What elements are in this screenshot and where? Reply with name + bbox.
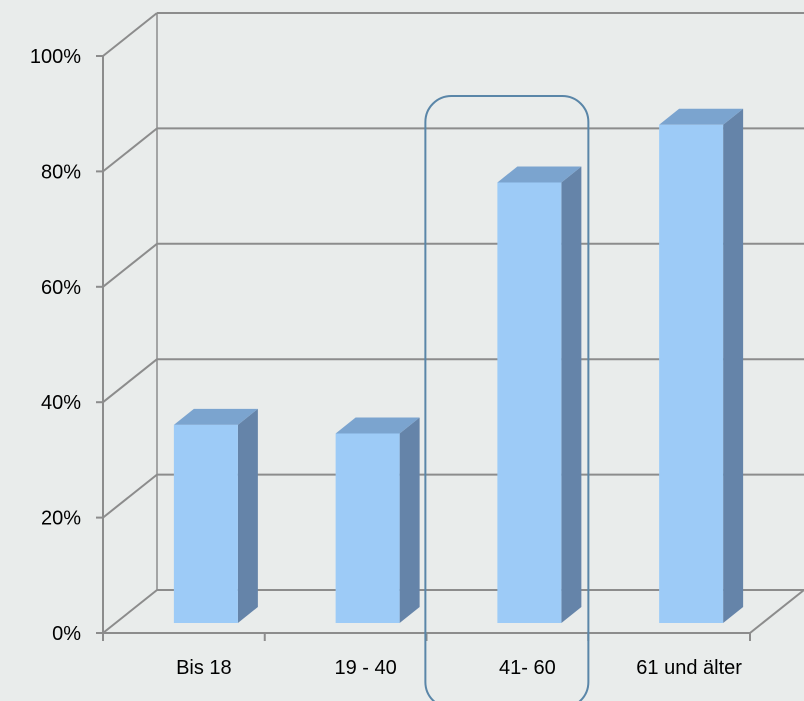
gridline-diagonal: [102, 12, 158, 57]
bar-front: [659, 124, 724, 623]
bar: [173, 408, 258, 623]
bar: [497, 166, 582, 624]
y-tick-label: 60%: [41, 277, 81, 299]
bar-side: [723, 108, 744, 623]
highlight-layer: [424, 95, 590, 701]
x-category-label: 41- 60: [499, 657, 556, 679]
x-category-label: 19 - 40: [334, 657, 396, 679]
gridline-diagonal: [102, 589, 158, 634]
y-tick-label: 0%: [52, 623, 81, 645]
y-axis-tick-labels: 0% 20% 40% 60% 80% 100%: [30, 46, 81, 645]
highlight-outline: [424, 95, 590, 701]
bar-side: [237, 408, 258, 623]
y-tick-label: 20%: [41, 508, 81, 530]
x-axis-category-labels: Bis 18 19 - 40 41- 60 61 und älter: [176, 657, 742, 679]
bar-front: [497, 182, 562, 624]
y-tick-label: 80%: [41, 161, 81, 183]
y-tick-label: 40%: [41, 392, 81, 414]
x-category-label: Bis 18: [176, 657, 232, 679]
bar: [659, 108, 744, 623]
bar-top: [173, 408, 258, 425]
gridline-diagonal: [102, 127, 158, 173]
bar-side: [399, 417, 420, 623]
bar-side: [561, 166, 582, 624]
bar: [335, 417, 420, 623]
bar-top: [659, 108, 744, 125]
axes: [96, 55, 751, 641]
gridline-diagonal: [102, 473, 158, 519]
floor-right-edge: [749, 589, 804, 634]
y-tick-label: 100%: [30, 46, 81, 68]
bar-front: [335, 433, 400, 623]
x-category-label: 61 und älter: [636, 657, 742, 679]
bar-front: [173, 424, 238, 623]
bar-top: [497, 166, 582, 183]
bars: [173, 108, 744, 624]
bar-top: [335, 417, 420, 434]
gridlines: [102, 12, 804, 634]
gridline-diagonal: [102, 243, 158, 288]
gridline-diagonal: [102, 358, 158, 403]
